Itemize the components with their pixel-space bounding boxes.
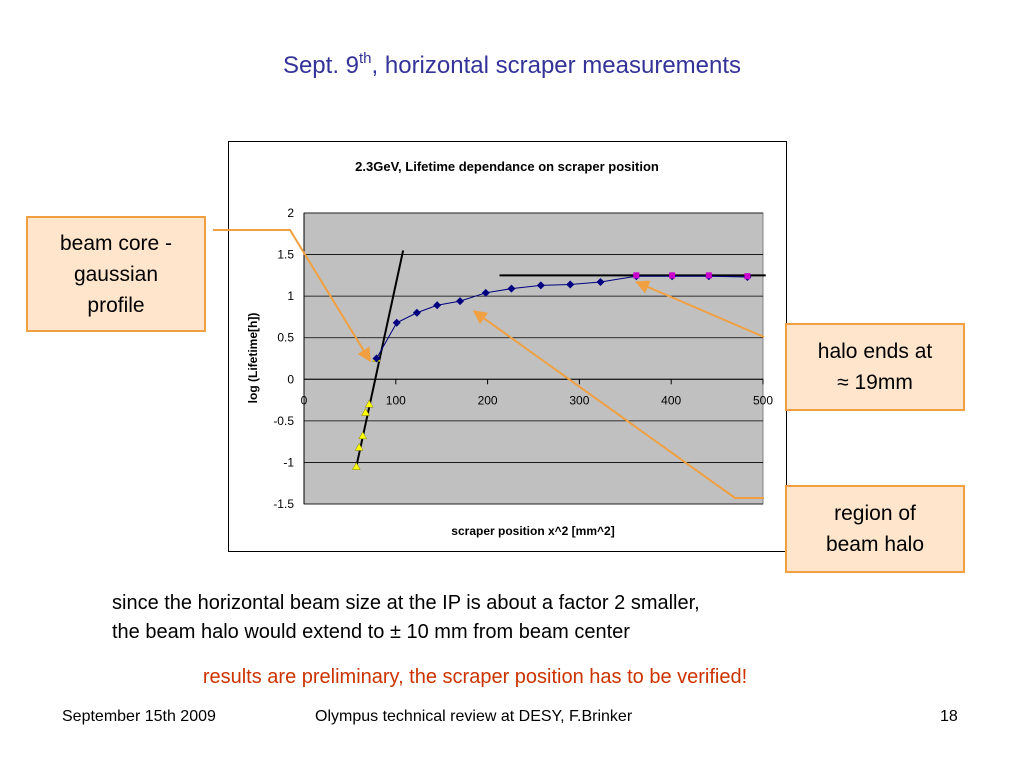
slide-title-main: Sept. 9	[282, 52, 360, 79]
slide-title: Sept. 9th, horizontal scraper measuremen…	[0, 50, 1024, 80]
data-point-halo	[433, 301, 442, 310]
preliminary-note: results are preliminary, the scraper pos…	[202, 666, 748, 688]
data-point-plateau	[633, 272, 640, 279]
x-tick-label: 400	[661, 393, 681, 407]
chart-series	[351, 272, 752, 470]
data-point-halo	[536, 281, 545, 290]
callout-arrow	[213, 229, 371, 363]
callout-beam-core: beam core - gaussian profile	[26, 216, 206, 332]
x-tick-label: 300	[569, 393, 589, 407]
series-line-halo	[376, 275, 748, 359]
chart-title: 2.3GeV, Lifetime dependance on scraper p…	[355, 159, 659, 174]
data-point-core	[354, 442, 364, 451]
footer-event: Olympus technical review at DESY, F.Brin…	[315, 708, 633, 725]
data-point-halo	[481, 288, 490, 297]
slide-title-sup: th	[359, 50, 372, 67]
data-point-halo	[412, 308, 421, 317]
y-tick-label: 0	[287, 372, 294, 386]
x-tick-label: 200	[478, 393, 498, 407]
chart-callout-arrows	[213, 229, 765, 499]
data-point-halo	[507, 284, 516, 293]
data-point-halo	[372, 354, 381, 363]
y-axis-label: log (Lifetime[h])	[246, 313, 260, 404]
y-tick-label: 2	[287, 206, 294, 220]
callout-halo-region: region of beam halo	[785, 485, 965, 573]
y-tick-label: -0.5	[273, 414, 294, 428]
data-point-core	[361, 408, 370, 416]
slide-title-rest: , horizontal scraper measurements	[371, 52, 742, 79]
data-point-halo	[596, 278, 605, 287]
data-point-core	[364, 399, 374, 408]
footer-page-number: 18	[940, 708, 958, 725]
data-point-plateau	[744, 273, 751, 280]
data-point-halo	[456, 297, 465, 306]
data-point-core	[358, 431, 368, 440]
footer-date: September 15th 2009	[62, 708, 216, 725]
y-tick-label: 0.5	[277, 331, 294, 345]
y-tick-label: 1	[287, 289, 294, 303]
data-point-plateau	[669, 272, 676, 279]
y-tick-label: -1.5	[273, 497, 294, 511]
callout-arrow	[635, 280, 765, 338]
callout-arrow	[472, 310, 764, 499]
y-tick-label: 1.5	[277, 248, 294, 262]
data-point-halo	[392, 318, 401, 327]
chart-axes: -1.5-1-0.500.511.5201002003004005002.3Ge…	[246, 159, 773, 538]
data-point-core	[351, 462, 361, 470]
x-tick-label: 500	[753, 393, 773, 407]
body-text-line2: the beam halo would extend to ± 10 mm fr…	[112, 621, 630, 643]
y-tick-label: -1	[283, 455, 294, 469]
body-text-line1: since the horizontal beam size at the IP…	[112, 592, 700, 614]
data-point-halo	[566, 280, 575, 289]
data-point-plateau	[705, 272, 712, 279]
x-tick-label: 100	[386, 393, 406, 407]
x-axis-label: scraper position x^2 [mm^2]	[451, 524, 614, 538]
callout-halo-ends: halo ends at ≈ 19mm	[785, 323, 965, 411]
